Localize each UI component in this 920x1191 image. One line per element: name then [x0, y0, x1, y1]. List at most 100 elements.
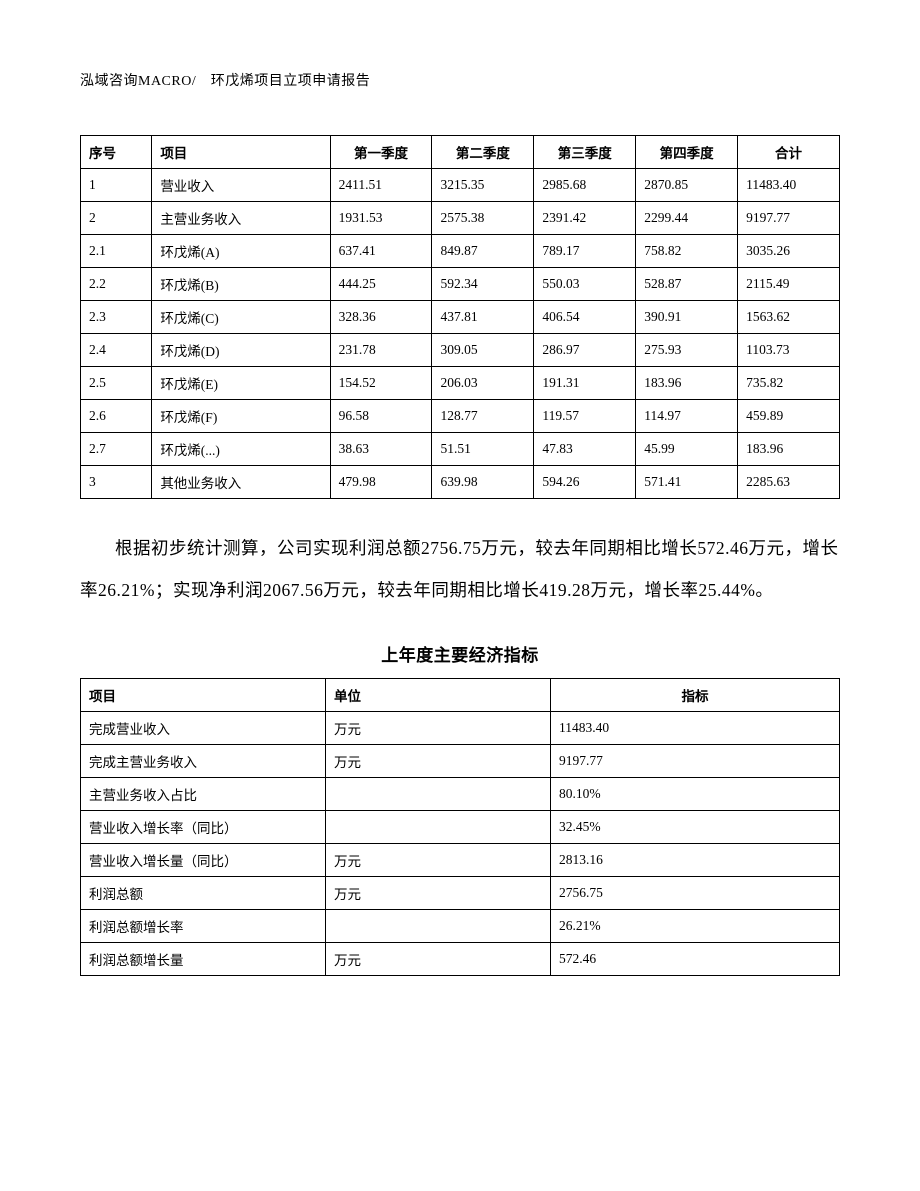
table-cell: 128.77 — [432, 400, 534, 433]
table-cell: 营业收入增长率（同比） — [81, 811, 326, 844]
table-row: 利润总额增长率26.21% — [81, 910, 840, 943]
table-cell: 479.98 — [330, 466, 432, 499]
table-row: 3其他业务收入479.98639.98594.26571.412285.63 — [81, 466, 840, 499]
page-header: 泓域咨询MACRO/ 环戊烯项目立项申请报告 — [80, 70, 840, 90]
table-body: 1营业收入2411.513215.352985.682870.8511483.4… — [81, 169, 840, 499]
table-row: 营业收入增长率（同比） 32.45% — [81, 811, 840, 844]
table-cell: 206.03 — [432, 367, 534, 400]
col-header: 序号 — [81, 136, 152, 169]
table-cell: 2870.85 — [636, 169, 738, 202]
table-cell: 2115.49 — [738, 268, 840, 301]
table-cell: 环戊烯(A) — [152, 235, 330, 268]
table-cell: 2.4 — [81, 334, 152, 367]
table-cell: 437.81 — [432, 301, 534, 334]
table-cell: 639.98 — [432, 466, 534, 499]
table-cell: 3215.35 — [432, 169, 534, 202]
table-cell: 主营业务收入占比 — [81, 778, 326, 811]
table-cell: 2813.16 — [551, 844, 840, 877]
table-cell: 96.58 — [330, 400, 432, 433]
table-cell: 3 — [81, 466, 152, 499]
table-cell: 2756.75 — [551, 877, 840, 910]
col-header: 指标 — [551, 679, 840, 712]
table-row: 2.2环戊烯(B)444.25592.34550.03528.872115.49 — [81, 268, 840, 301]
table-cell: 利润总额增长率 — [81, 910, 326, 943]
table-cell: 459.89 — [738, 400, 840, 433]
table-cell: 营业收入 — [152, 169, 330, 202]
table-cell — [326, 778, 551, 811]
indicator-table: 项目 单位 指标 完成营业收入万元11483.40完成主营业务收入万元9197.… — [80, 678, 840, 976]
table-cell: 利润总额增长量 — [81, 943, 326, 976]
table-cell: 完成主营业务收入 — [81, 745, 326, 778]
table-cell: 1931.53 — [330, 202, 432, 235]
table-cell: 183.96 — [636, 367, 738, 400]
table-cell: 328.36 — [330, 301, 432, 334]
table-cell: 528.87 — [636, 268, 738, 301]
table-cell: 万元 — [326, 745, 551, 778]
table-cell: 191.31 — [534, 367, 636, 400]
table-cell: 849.87 — [432, 235, 534, 268]
table-cell: 其他业务收入 — [152, 466, 330, 499]
table-row: 完成营业收入万元11483.40 — [81, 712, 840, 745]
table-cell — [326, 811, 551, 844]
col-header: 第三季度 — [534, 136, 636, 169]
table-header-row: 项目 单位 指标 — [81, 679, 840, 712]
table-row: 完成主营业务收入万元9197.77 — [81, 745, 840, 778]
table-cell: 万元 — [326, 844, 551, 877]
table-cell: 2575.38 — [432, 202, 534, 235]
table-cell: 47.83 — [534, 433, 636, 466]
section-subtitle: 上年度主要经济指标 — [80, 641, 840, 666]
table-cell: 环戊烯(B) — [152, 268, 330, 301]
table-cell: 2.1 — [81, 235, 152, 268]
table-cell: 275.93 — [636, 334, 738, 367]
table-cell: 789.17 — [534, 235, 636, 268]
table-cell: 571.41 — [636, 466, 738, 499]
table-cell: 2985.68 — [534, 169, 636, 202]
table-cell: 2299.44 — [636, 202, 738, 235]
table-cell: 万元 — [326, 712, 551, 745]
col-header: 项目 — [81, 679, 326, 712]
table-cell: 环戊烯(...) — [152, 433, 330, 466]
col-header: 合计 — [738, 136, 840, 169]
table-body: 完成营业收入万元11483.40完成主营业务收入万元9197.77主营业务收入占… — [81, 712, 840, 976]
table-cell: 32.45% — [551, 811, 840, 844]
table-cell: 2411.51 — [330, 169, 432, 202]
table-row: 2.4环戊烯(D)231.78309.05286.97275.931103.73 — [81, 334, 840, 367]
table-cell: 114.97 — [636, 400, 738, 433]
table-cell: 390.91 — [636, 301, 738, 334]
table-cell: 环戊烯(D) — [152, 334, 330, 367]
table-cell: 38.63 — [330, 433, 432, 466]
table-cell: 183.96 — [738, 433, 840, 466]
table-cell: 2 — [81, 202, 152, 235]
table-cell: 利润总额 — [81, 877, 326, 910]
table-cell: 51.51 — [432, 433, 534, 466]
table-cell: 594.26 — [534, 466, 636, 499]
table-row: 利润总额增长量万元572.46 — [81, 943, 840, 976]
table-cell: 主营业务收入 — [152, 202, 330, 235]
table-cell: 9197.77 — [551, 745, 840, 778]
table-header-row: 序号 项目 第一季度 第二季度 第三季度 第四季度 合计 — [81, 136, 840, 169]
table-cell: 286.97 — [534, 334, 636, 367]
table-row: 2.3环戊烯(C)328.36437.81406.54390.911563.62 — [81, 301, 840, 334]
table-cell: 592.34 — [432, 268, 534, 301]
col-header: 第一季度 — [330, 136, 432, 169]
table-cell: 758.82 — [636, 235, 738, 268]
table-cell: 154.52 — [330, 367, 432, 400]
table-cell: 550.03 — [534, 268, 636, 301]
table-cell: 1 — [81, 169, 152, 202]
table-cell: 2.5 — [81, 367, 152, 400]
col-header: 单位 — [326, 679, 551, 712]
table-cell: 406.54 — [534, 301, 636, 334]
table-cell: 637.41 — [330, 235, 432, 268]
col-header: 第四季度 — [636, 136, 738, 169]
table-cell: 1103.73 — [738, 334, 840, 367]
table-cell: 2.3 — [81, 301, 152, 334]
summary-paragraph: 根据初步统计测算，公司实现利润总额2756.75万元，较去年同期相比增长572.… — [80, 527, 840, 611]
table-row: 2.6环戊烯(F)96.58128.77119.57114.97459.89 — [81, 400, 840, 433]
table-cell: 2391.42 — [534, 202, 636, 235]
table-cell: 完成营业收入 — [81, 712, 326, 745]
table-row: 主营业务收入占比80.10% — [81, 778, 840, 811]
revenue-table: 序号 项目 第一季度 第二季度 第三季度 第四季度 合计 1营业收入2411.5… — [80, 135, 840, 499]
table-cell: 119.57 — [534, 400, 636, 433]
table-cell: 11483.40 — [738, 169, 840, 202]
table-cell: 2.6 — [81, 400, 152, 433]
